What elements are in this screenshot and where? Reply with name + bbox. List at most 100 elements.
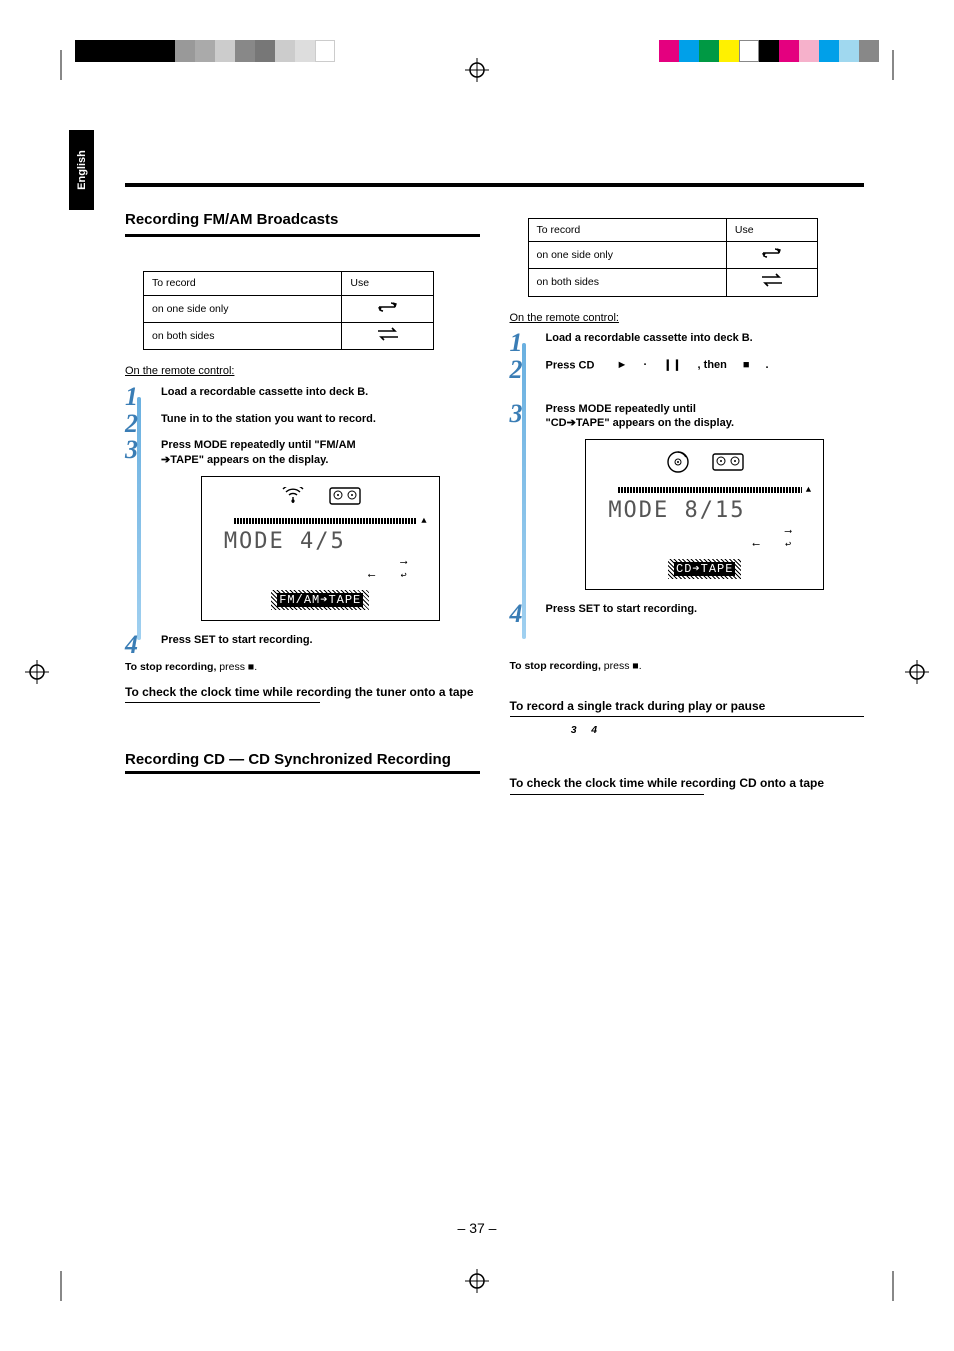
step-number: 3	[125, 432, 138, 467]
step-number: 4	[125, 627, 138, 662]
page-content: Recording FM/AM Broadcasts To record Use…	[125, 210, 864, 1211]
step-body	[546, 619, 865, 647]
page-number: – 37 –	[0, 1220, 954, 1236]
table-header: To record	[144, 272, 342, 295]
tape-icon	[329, 487, 361, 511]
crop-mark	[892, 1271, 894, 1301]
exchange-icon	[726, 269, 817, 296]
body-text	[510, 801, 865, 815]
disc-icon	[666, 450, 690, 480]
registration-mark-icon	[905, 660, 929, 684]
lcd-display: ▲ MODE 8/15 ⟶⟵ ↩ CD➔TAPE	[585, 439, 824, 590]
color-bar	[659, 40, 879, 62]
table-row: on one side only	[144, 295, 434, 322]
table-header: Use	[726, 219, 817, 242]
repeat-icon	[342, 295, 433, 322]
table-row: To record Use	[144, 272, 434, 295]
section-title: Recording CD — CD Synchronized Recording	[125, 751, 480, 768]
step-number: 2	[510, 352, 523, 387]
step-text: Load a recordable cassette into deck B.	[546, 331, 865, 346]
steps-context-label: On the remote control:	[125, 364, 480, 379]
step-item: 2 Press CD ►· ❙❙, then ■.	[546, 358, 865, 389]
step-item: 3 Press MODE repeatedly until"CD➔TAPE" a…	[546, 402, 865, 591]
subheading: To check the clock time while recording …	[510, 775, 865, 791]
step-number: 4	[510, 596, 523, 631]
step-item: 4 Press SET to start recording.	[161, 633, 480, 648]
step-item: 3 Press MODE repeatedly until "FM/AM➔TAP…	[161, 438, 480, 621]
step-reference: 4	[591, 724, 597, 736]
registration-mark-icon	[465, 1269, 489, 1293]
stop-instruction: To stop recording, press ■.	[510, 659, 865, 687]
play-icon: ►	[617, 358, 628, 373]
step-item: 1 Load a recordable cassette into deck B…	[161, 385, 480, 400]
step-item: 2 Tune in to the station you want to rec…	[161, 412, 480, 427]
step-text: Press SET to start recording.	[161, 633, 480, 648]
registration-mark-icon	[465, 58, 489, 82]
lcd-arrows: ⟶⟵ ↩	[598, 526, 811, 553]
section-rule	[125, 771, 480, 774]
language-tab: English	[69, 130, 94, 210]
subheading: To record a single track during play or …	[510, 698, 865, 714]
table-header: Use	[342, 272, 433, 295]
body-text	[125, 784, 480, 798]
table-row: on both sides	[528, 269, 818, 296]
stop-icon: ■	[743, 358, 750, 373]
crop-mark	[60, 50, 62, 80]
step-text: Load a recordable cassette into deck B.	[161, 385, 480, 400]
transport-icons: ►· ❙❙, then ■.	[597, 358, 768, 373]
body-text: 3 4	[510, 723, 865, 766]
body-text	[125, 709, 480, 723]
table-row: on both sides	[144, 322, 434, 349]
body-text	[125, 247, 480, 261]
table-header: To record	[528, 219, 726, 242]
indicator-icon: ▲	[421, 515, 426, 527]
step-reference: 3	[571, 724, 577, 736]
radio-icon	[279, 487, 307, 511]
lcd-display: ▲ MODE 4/5 ⟶⟵ ↩ FM/AM➔TAPE	[201, 476, 440, 621]
table-cell: on one side only	[528, 242, 726, 269]
subheading: To check the clock time while recording …	[125, 684, 480, 700]
step-item: 4 Press SET to start recording.	[546, 602, 865, 647]
mode-table: To record Use on one side only on both s…	[143, 271, 434, 350]
table-cell: on one side only	[144, 295, 342, 322]
tape-icon	[712, 453, 744, 477]
lcd-mode-text: MODE 4/5	[214, 527, 427, 557]
stop-instruction: To stop recording, press ■.	[125, 660, 480, 674]
table-cell: on both sides	[528, 269, 726, 296]
lcd-mode-text: MODE 8/15	[598, 496, 811, 526]
rule	[510, 794, 705, 795]
indicator-icon: ▲	[806, 484, 811, 496]
step-text: Press MODE repeatedly until "FM/AM➔TAPE"…	[161, 438, 480, 468]
lcd-label: FM/AM➔TAPE	[214, 588, 427, 612]
table-row: To record Use	[528, 219, 818, 242]
table-cell: on both sides	[144, 322, 342, 349]
exchange-icon	[342, 322, 433, 349]
step-text: Press SET to start recording.	[546, 602, 865, 617]
step-text: Press MODE repeatedly until"CD➔TAPE" app…	[546, 402, 865, 432]
step-list: 1 Load a recordable cassette into deck B…	[510, 331, 865, 647]
steps-context-label: On the remote control:	[510, 311, 865, 326]
step-item: 1 Load a recordable cassette into deck B…	[546, 331, 865, 346]
step-list: 1 Load a recordable cassette into deck B…	[125, 385, 480, 648]
table-row: on one side only	[528, 242, 818, 269]
right-column: To record Use on one side only on both s…	[510, 210, 865, 1211]
step-number: 3	[510, 396, 523, 431]
crop-mark	[60, 1271, 62, 1301]
lcd-label: CD➔TAPE	[598, 557, 811, 581]
step-text: Tune in to the station you want to recor…	[161, 412, 480, 427]
section-title: Recording FM/AM Broadcasts	[125, 210, 480, 230]
mode-table: To record Use on one side only on both s…	[528, 218, 819, 297]
left-column: Recording FM/AM Broadcasts To record Use…	[125, 210, 480, 1211]
repeat-icon	[726, 242, 817, 269]
grayscale-bar	[75, 40, 335, 62]
registration-mark-icon	[25, 660, 49, 684]
step-body	[546, 375, 865, 389]
section-rule	[125, 234, 480, 237]
step-text: Press CD ►· ❙❙, then ■.	[546, 358, 865, 373]
rule	[125, 702, 320, 703]
language-label: English	[76, 150, 88, 190]
rule	[510, 716, 865, 717]
step-connector	[522, 343, 526, 639]
crop-mark	[892, 50, 894, 80]
header-rule	[125, 183, 864, 187]
